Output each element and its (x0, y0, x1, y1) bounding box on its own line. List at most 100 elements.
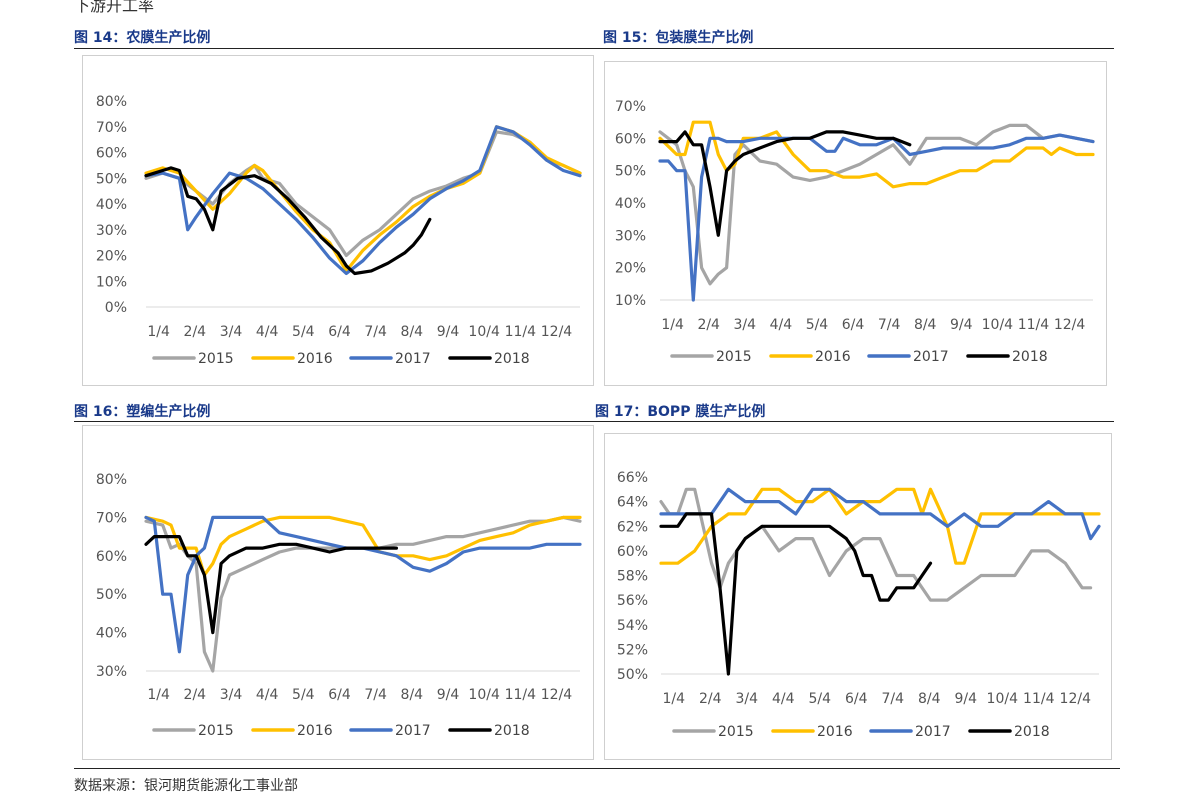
x-tick-label: 9/4 (950, 317, 973, 333)
x-tick-label: 3/4 (734, 317, 757, 333)
x-tick-label: 9/4 (437, 687, 460, 703)
x-tick-label: 11/4 (1018, 317, 1050, 333)
x-tick-label: 4/4 (772, 691, 795, 707)
x-tick-label: 2/4 (697, 317, 720, 333)
top-rule (74, 48, 1114, 49)
x-tick-label: 7/4 (882, 691, 905, 707)
x-tick-label: 8/4 (401, 324, 424, 340)
y-tick-label: 60% (617, 544, 648, 560)
chart-panel-fig14: 0% 10% 20% 30% 40% 50% 60% 70% 80% 1/4 2/4 3/4 4/4 5/… (82, 55, 594, 386)
y-tick-label: 58% (617, 569, 648, 585)
x-tick-label: 10/4 (987, 691, 1019, 707)
y-tick-label: 20% (615, 261, 646, 277)
chart-fig15: 10% 20% 30% 40% 50% 60% 70% 1/4 2/4 3/4 4/4 5/4 6/4 7… (615, 99, 1095, 365)
x-tick-label: 11/4 (505, 687, 537, 703)
series-line-2018 (144, 166, 432, 276)
x-tick-label: 10/4 (468, 687, 500, 703)
y-tick-label: 40% (615, 196, 646, 212)
middle-rule (74, 421, 1114, 422)
x-tick-label: 10/4 (982, 317, 1014, 333)
y-tick-label: 10% (615, 293, 646, 309)
y-tick-label: 60% (96, 549, 127, 565)
y-tick-label: 50% (615, 164, 646, 180)
x-tick-label: 2/4 (184, 324, 207, 340)
series-line-2016 (144, 125, 582, 273)
legend-label-2016: 2016 (297, 351, 333, 367)
legend-label-2016: 2016 (297, 723, 333, 739)
series-line-2018 (144, 534, 398, 635)
series-line-2017 (658, 133, 1095, 302)
x-tick-label: 9/4 (437, 324, 460, 340)
y-tick-label: 56% (617, 593, 648, 609)
series-line-2018 (659, 512, 933, 676)
x-tick-label: 6/4 (842, 317, 865, 333)
x-tick-label: 6/4 (328, 324, 351, 340)
y-tick-label: 64% (617, 495, 648, 511)
chart-fig14: 0% 10% 20% 30% 40% 50% 60% 70% 80% 1/4 2/4 3/4 4/4 5/… (96, 94, 582, 367)
x-tick-label: 7/4 (364, 687, 387, 703)
x-tick-label: 8/4 (914, 317, 937, 333)
y-tick-label: 70% (96, 510, 127, 526)
bottom-rule (74, 768, 1120, 769)
x-tick-label: 7/4 (364, 324, 387, 340)
chart-panel-fig17: 50% 52% 54% 56% 58% 60% 62% 64% 66% 1/4 2/4 3/4 4/4 5… (604, 433, 1112, 760)
x-tick-label: 4/4 (770, 317, 793, 333)
series-line-2016 (658, 120, 1095, 189)
legend-label-2016: 2016 (815, 349, 851, 365)
x-tick-label: 10/4 (468, 324, 500, 340)
x-tick-label: 6/4 (328, 687, 351, 703)
chart-fig16: 30% 40% 50% 60% 70% 80% 1/4 2/4 3/4 4/4 5/4 6/4 7/4 8… (96, 472, 582, 739)
x-tick-label: 5/4 (292, 324, 315, 340)
y-tick-label: 30% (615, 228, 646, 244)
legend-label-2018: 2018 (494, 723, 530, 739)
y-tick-label: 70% (96, 120, 127, 136)
legend-label-2017: 2017 (395, 351, 431, 367)
legend-label-2017: 2017 (395, 723, 431, 739)
series-line-2018 (658, 130, 912, 237)
legend-label-2018: 2018 (494, 351, 530, 367)
x-tick-label: 1/4 (661, 317, 684, 333)
figure-16-title: 图 16：塑编生产比例 (74, 404, 211, 420)
x-tick-label: 8/4 (401, 687, 424, 703)
legend-label-2018: 2018 (1012, 349, 1048, 365)
y-tick-label: 52% (617, 642, 648, 658)
x-tick-label: 5/4 (809, 691, 832, 707)
figure-14-title: 图 14：农膜生产比例 (74, 30, 211, 46)
series-line-2017 (144, 125, 582, 276)
x-tick-label: 2/4 (699, 691, 722, 707)
series-line-2015 (658, 123, 1095, 286)
figure-15-title: 图 15：包装膜生产比例 (603, 30, 754, 46)
y-tick-label: 66% (617, 470, 648, 486)
x-tick-label: 3/4 (220, 324, 243, 340)
x-tick-label: 7/4 (878, 317, 901, 333)
series-line-2017 (659, 487, 1101, 541)
series-line-2017 (144, 515, 582, 654)
x-tick-label: 12/4 (541, 687, 573, 703)
x-tick-label: 8/4 (918, 691, 941, 707)
legend-label-2015: 2015 (198, 723, 234, 739)
x-tick-label: 1/4 (147, 687, 170, 703)
x-tick-label: 9/4 (955, 691, 978, 707)
y-tick-label: 60% (615, 131, 646, 147)
legend-label-2015: 2015 (198, 351, 234, 367)
x-tick-label: 12/4 (1060, 691, 1092, 707)
y-tick-label: 80% (96, 472, 127, 488)
x-tick-label: 5/4 (292, 687, 315, 703)
page-section-header: 下游开工率 (74, 0, 155, 15)
x-tick-label: 6/4 (845, 691, 868, 707)
x-tick-label: 12/4 (1054, 317, 1086, 333)
x-tick-label: 3/4 (736, 691, 759, 707)
legend-label-2015: 2015 (718, 724, 754, 740)
y-tick-label: 0% (105, 300, 127, 316)
y-tick-label: 50% (96, 171, 127, 187)
y-tick-label: 62% (617, 519, 648, 535)
x-tick-label: 1/4 (663, 691, 686, 707)
legend-label-2016: 2016 (817, 724, 853, 740)
y-tick-label: 20% (96, 249, 127, 265)
x-tick-label: 11/4 (505, 324, 537, 340)
series-line-2015 (144, 515, 582, 673)
x-tick-label: 3/4 (220, 687, 243, 703)
legend-label-2018: 2018 (1014, 724, 1050, 740)
figure-17-title: 图 17：BOPP 膜生产比例 (595, 404, 766, 420)
x-tick-label: 1/4 (147, 324, 170, 340)
